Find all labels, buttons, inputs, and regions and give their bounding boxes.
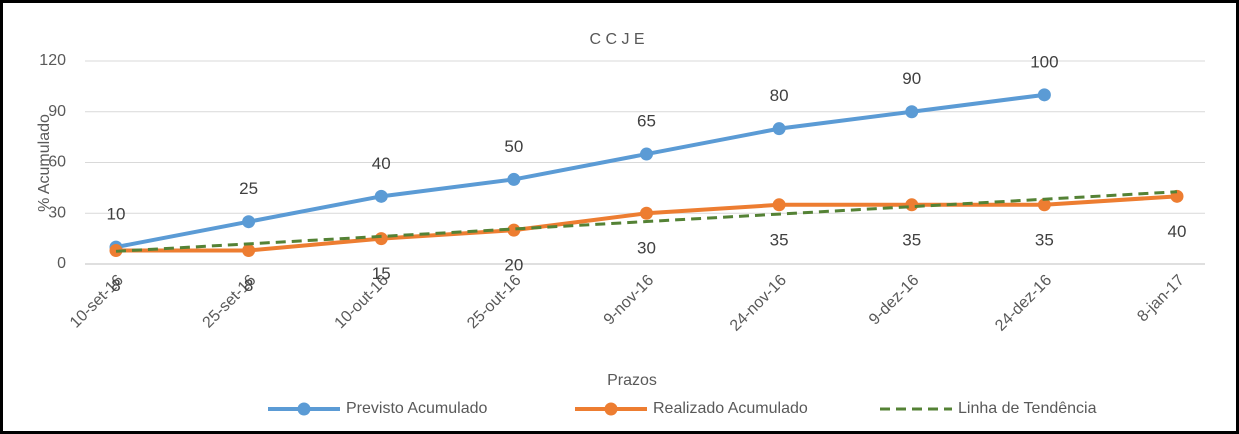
data-point bbox=[374, 232, 388, 246]
data-label: 30 bbox=[637, 239, 656, 258]
data-point bbox=[374, 189, 388, 203]
data-point bbox=[242, 215, 256, 229]
y-axis-title: % Acumulado bbox=[36, 114, 53, 212]
y-tick-label: 30 bbox=[48, 204, 66, 221]
data-label: 35 bbox=[770, 230, 789, 249]
data-label: 8 bbox=[111, 276, 120, 295]
data-point bbox=[507, 172, 521, 186]
x-axis-title: Prazos bbox=[607, 372, 657, 389]
data-label: 80 bbox=[770, 86, 789, 105]
data-point bbox=[1037, 88, 1051, 102]
data-point bbox=[905, 105, 919, 119]
series-line bbox=[115, 190, 1178, 253]
legend-marker bbox=[604, 402, 618, 416]
data-label: 35 bbox=[902, 230, 921, 249]
data-point bbox=[242, 243, 256, 257]
data-point bbox=[772, 122, 786, 136]
data-point bbox=[640, 147, 653, 161]
series-line bbox=[115, 92, 1045, 250]
data-point bbox=[507, 223, 521, 237]
data-label: 25 bbox=[239, 179, 258, 198]
data-label: 65 bbox=[637, 112, 656, 131]
data-point bbox=[772, 198, 786, 212]
data-label: 40 bbox=[1168, 222, 1187, 241]
data-label: 50 bbox=[504, 137, 523, 156]
y-tick-label: 0 bbox=[57, 255, 66, 272]
y-tick-label: 120 bbox=[39, 52, 66, 69]
data-label: 15 bbox=[372, 264, 391, 283]
data-label: 8 bbox=[244, 276, 253, 295]
legend-label: Realizado Acumulado bbox=[653, 400, 808, 417]
data-label: 10 bbox=[107, 205, 126, 224]
legend-label: Previsto Acumulado bbox=[346, 400, 488, 417]
data-label: 40 bbox=[372, 154, 391, 173]
chart-title: C C J E bbox=[589, 31, 644, 48]
data-label: 35 bbox=[1035, 230, 1054, 249]
legend-marker bbox=[297, 402, 311, 416]
data-label: 20 bbox=[504, 256, 523, 275]
data-point bbox=[1037, 198, 1051, 212]
data-label: 100 bbox=[1030, 52, 1058, 71]
legend-label: Linha de Tendência bbox=[958, 400, 1097, 417]
data-label: 90 bbox=[902, 69, 921, 88]
data-point bbox=[905, 198, 919, 212]
data-point bbox=[640, 206, 653, 220]
y-tick-label: 60 bbox=[48, 154, 66, 171]
y-tick-label: 90 bbox=[48, 103, 66, 120]
